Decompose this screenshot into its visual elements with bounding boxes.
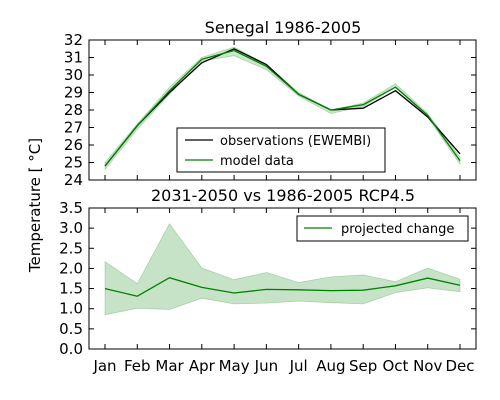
top-line-observations-ewembi [104,48,461,167]
top-ytick-label: 31 [64,49,83,67]
bottom-xtick-label: May [219,357,250,375]
bottom-ytick-label: 2.0 [59,259,83,277]
bottom-xtick-label: Sep [349,357,377,375]
bottom-plot-frame [88,207,477,350]
bottom-ytick-label: 2.5 [59,239,83,257]
top-legend: observations (EWEMBI) model data [176,127,386,173]
top-ytick-label: 32 [64,31,83,49]
bottom-xtick-label: Nov [413,357,442,375]
top-chart-title: Senegal 1986-2005 [205,18,362,37]
top-legend-box [176,127,386,173]
bottom-xtick-label: Jul [289,357,308,375]
bottom-ytick-label: 3.0 [59,219,83,237]
legend-label-model-data: model data [220,154,294,169]
bottom-line-projected-change [104,276,461,297]
top-ytick-label: 27 [64,119,83,137]
top-ytick-label: 28 [64,101,83,119]
bottom-xtick-label: Feb [124,357,151,375]
bottom-panel: 2031-2050 vs 1986-2005 RCP4.5 0.0 0.5 1.0 1… [59,186,477,375]
bottom-xtick-label: Oct [382,357,408,375]
bottom-xtick-label: Dec [445,357,474,375]
top-ytick-label: 24 [64,171,83,189]
bottom-legend: projected change [296,215,469,242]
bottom-band-projected-change [104,222,461,316]
top-line-model-data [104,49,461,167]
top-ytick-label: 26 [64,136,83,154]
bottom-band-layer [104,222,461,316]
bottom-ytick-label: 3.5 [59,199,83,217]
bottom-ytick-label: 1.0 [59,300,83,318]
top-ytick-label: 29 [64,84,83,102]
bottom-line-layer [104,276,461,297]
top-band-model-data [104,46,461,171]
shared-y-axis-label: Temperature [ °C] [26,138,44,273]
top-band-layer [104,46,461,171]
top-line-layer [104,48,461,167]
bottom-chart-title: 2031-2050 vs 1986-2005 RCP4.5 [151,186,415,205]
bottom-xtick-label: Jun [254,357,278,375]
bottom-ytick-label: 0.0 [59,340,83,358]
legend-label-observations: observations (EWEMBI) [220,134,371,149]
bottom-xtick-label: Mar [155,357,184,375]
bottom-ytick-label: 0.5 [59,320,83,338]
legend-label-projected-change: projected change [341,222,454,237]
bottom-xtick-label: Apr [189,357,216,375]
top-ytick-label: 25 [64,154,83,172]
bottom-xtick-label: Jan [92,357,116,375]
top-ytick-label: 30 [64,66,83,84]
bottom-ytick-label: 1.5 [59,280,83,298]
bottom-xtick-label: Aug [316,357,345,375]
